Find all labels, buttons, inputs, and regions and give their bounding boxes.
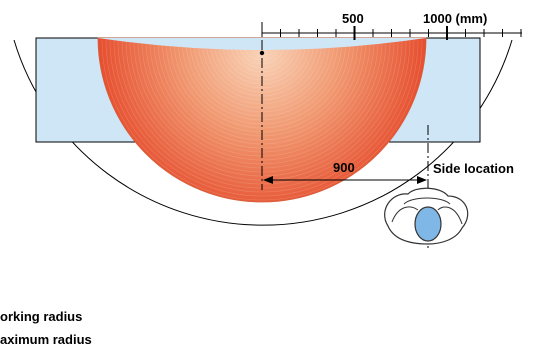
working-area-ring	[209, 39, 315, 93]
working-radius-label: orking radius	[0, 309, 82, 324]
working-area-ring	[225, 39, 299, 77]
working-area-ring	[101, 39, 423, 201]
working-area-ring	[213, 39, 311, 89]
scale-label-500: 500	[342, 11, 364, 26]
working-area-ring	[109, 39, 415, 193]
working-area-ring	[105, 39, 419, 197]
working-area-ring	[137, 39, 387, 165]
working-area-ring	[141, 39, 383, 161]
operator-icon	[384, 187, 469, 245]
working-area-ring	[177, 39, 347, 125]
scale-ruler	[261, 26, 522, 40]
dimension-value: 900	[333, 160, 355, 175]
scale-label-1000: 1000 (mm)	[423, 11, 487, 26]
maximum-radius-label: aximum radius	[0, 332, 92, 347]
side-location-label: Side location	[433, 161, 514, 176]
working-area-ring	[173, 39, 351, 129]
